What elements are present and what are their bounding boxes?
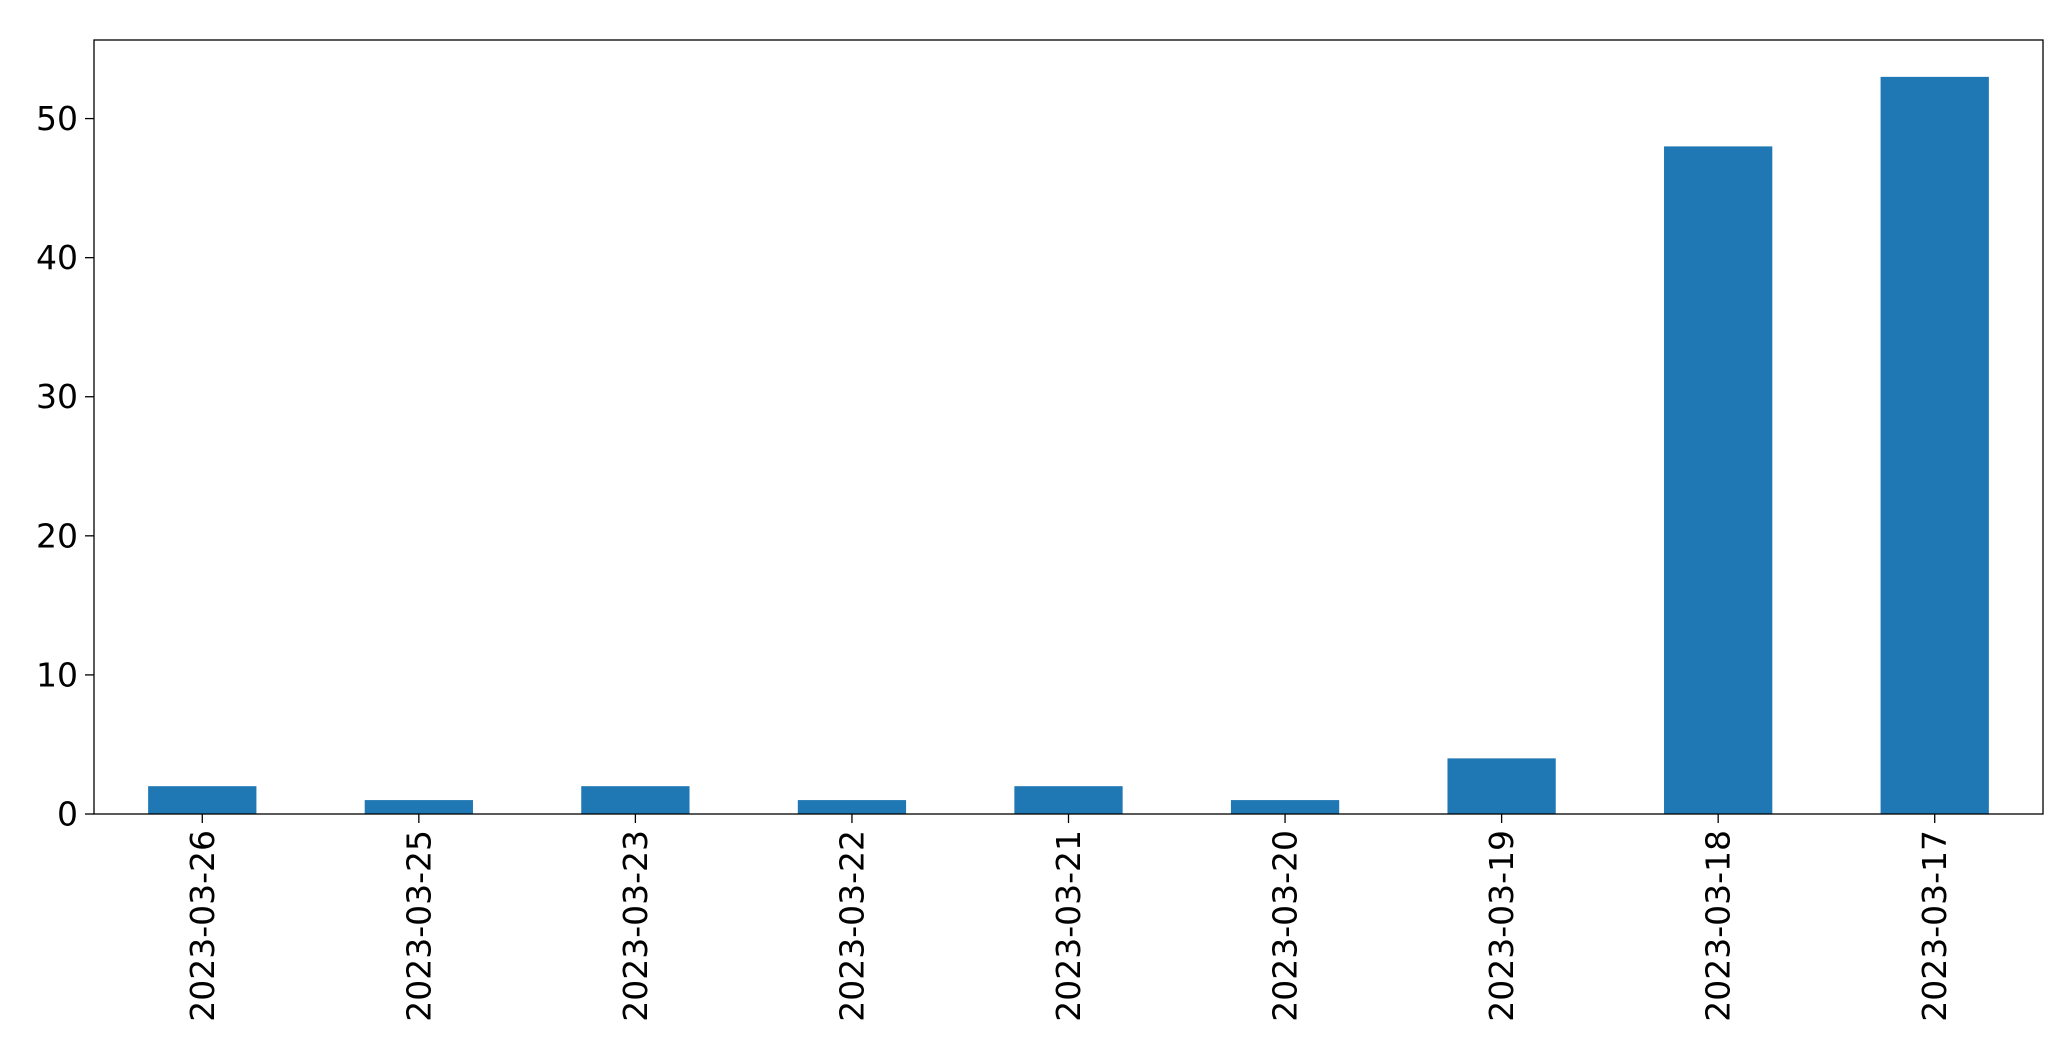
y-tick-label: 10 [36, 655, 78, 694]
bar-2023-03-21 [1014, 786, 1123, 814]
bar-2023-03-22 [797, 800, 907, 814]
bar-2023-03-25 [364, 800, 473, 814]
x-tick-label: 2023-03-20 [1266, 830, 1305, 1022]
x-axis: 2023-03-26 2023-03-25 2023-03-23 2023-03-22… [183, 814, 1954, 1022]
x-tick-label: 2023-03-18 [1699, 830, 1738, 1022]
bar-2023-03-18 [1664, 146, 1773, 814]
bar-2023-03-17 [1880, 76, 1989, 815]
bar-2023-03-19 [1447, 758, 1556, 814]
bar-2023-03-23 [581, 786, 690, 814]
bar-2023-03-20 [1230, 800, 1340, 814]
y-axis: 0 10 20 30 40 50 [36, 99, 94, 834]
y-tick-label: 30 [36, 377, 78, 416]
x-tick-label: 2023-03-17 [1915, 830, 1954, 1022]
x-tick-label: 2023-03-21 [1049, 830, 1088, 1022]
x-tick-label: 2023-03-25 [399, 830, 438, 1022]
y-tick-label: 50 [36, 99, 78, 138]
x-tick-label: 2023-03-19 [1482, 830, 1521, 1022]
x-tick-label: 2023-03-26 [183, 830, 222, 1022]
bar-2023-03-26 [148, 786, 257, 814]
bars-group [148, 76, 1989, 815]
y-tick-label: 40 [36, 238, 78, 277]
y-tick-label: 20 [36, 516, 78, 555]
x-tick-label: 2023-03-22 [832, 830, 871, 1022]
plot-frame [93, 39, 2044, 815]
y-tick-label: 0 [57, 795, 78, 834]
x-tick-label: 2023-03-23 [616, 830, 655, 1022]
